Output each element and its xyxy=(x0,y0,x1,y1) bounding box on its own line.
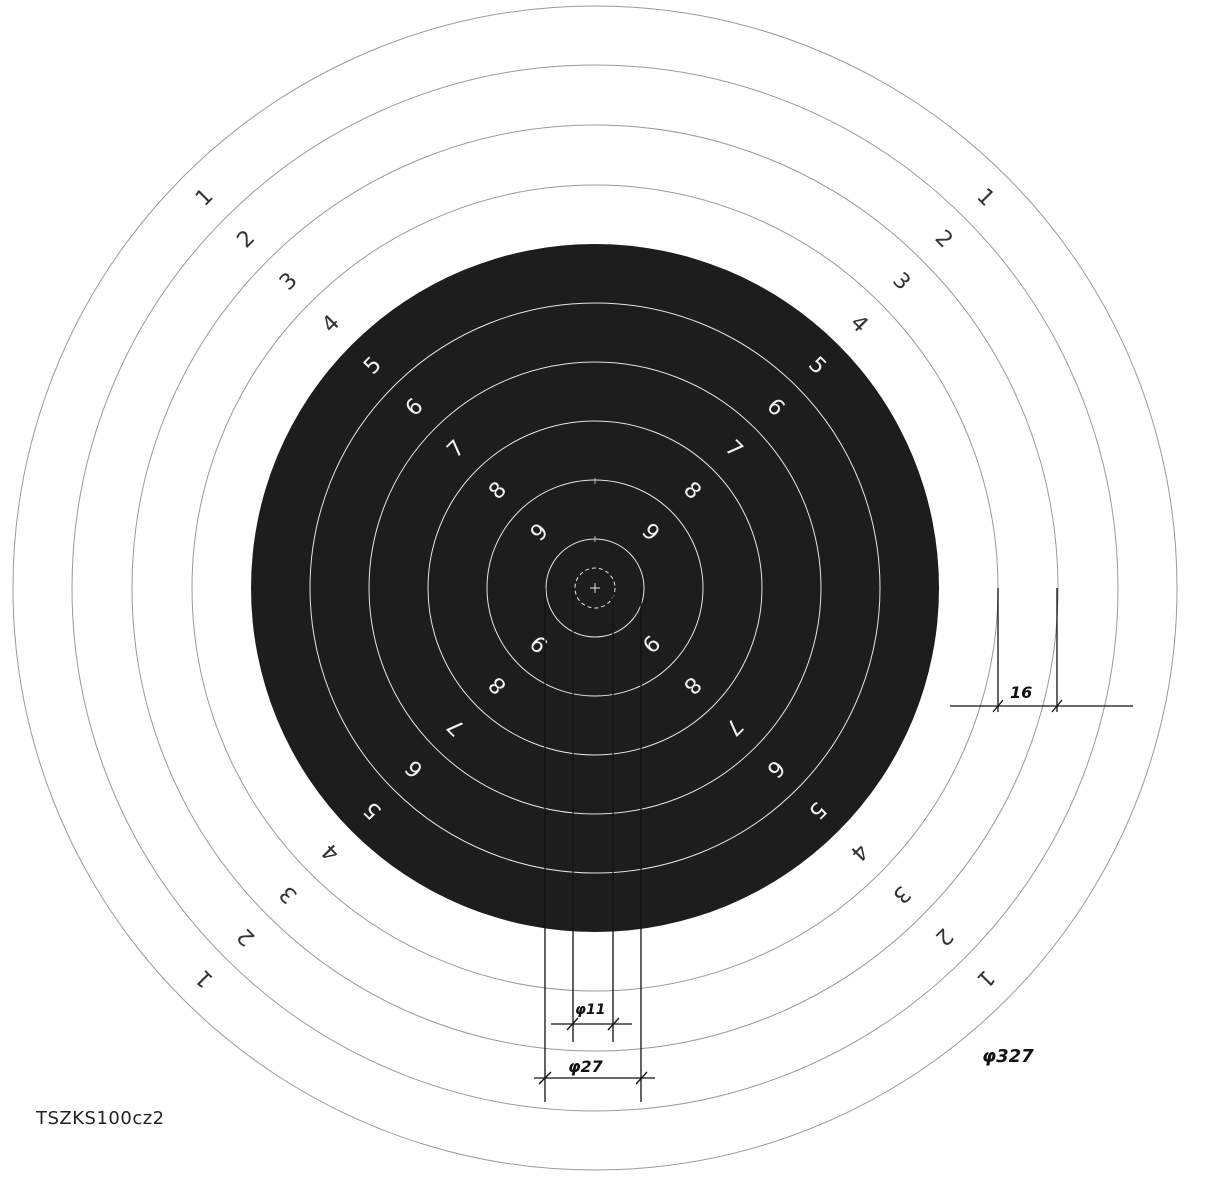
score-1-label: 1 xyxy=(972,184,1000,212)
score-3-label: 3 xyxy=(275,880,303,908)
ten-ring-diameter-label: φ27 xyxy=(568,1057,604,1076)
score-2-label: 2 xyxy=(930,226,958,254)
score-2-label: 2 xyxy=(233,226,261,254)
score-1-label: 1 xyxy=(191,184,219,212)
inner-rings xyxy=(309,302,881,874)
score-4-label: 4 xyxy=(845,310,873,338)
ring-8-outer xyxy=(427,420,763,756)
outer-diameter-label: φ327 xyxy=(982,1046,1034,1067)
inner-ten-diameter-label: φ11 xyxy=(575,1002,605,1018)
score-3-label: 3 xyxy=(887,268,915,296)
target-code-label: TSZKS100cz2 xyxy=(36,1108,165,1129)
score-4-label: 4 xyxy=(845,838,873,866)
ring-width-label: 16 xyxy=(1010,683,1032,702)
ring-width-dimension xyxy=(950,588,1133,713)
score-2-label: 2 xyxy=(233,923,261,951)
score-1-label: 1 xyxy=(972,965,1000,993)
center-cross-icon xyxy=(590,583,600,593)
score-4-label: 4 xyxy=(317,310,345,338)
score-3-label: 3 xyxy=(887,880,915,908)
score-1-label: 1 xyxy=(191,965,219,993)
ring-6-outer xyxy=(309,302,881,874)
ring-1-outer xyxy=(12,5,1178,1171)
score-2-label: 2 xyxy=(930,923,958,951)
ring-2-outer xyxy=(71,64,1119,1112)
center-dimension-lines xyxy=(534,588,655,1102)
score-3-label: 3 xyxy=(275,268,303,296)
ring-7-outer xyxy=(368,361,822,815)
score-4-label: 4 xyxy=(317,838,345,866)
inner-ten-ring xyxy=(574,567,616,609)
ring-3-outer xyxy=(131,124,1059,1052)
